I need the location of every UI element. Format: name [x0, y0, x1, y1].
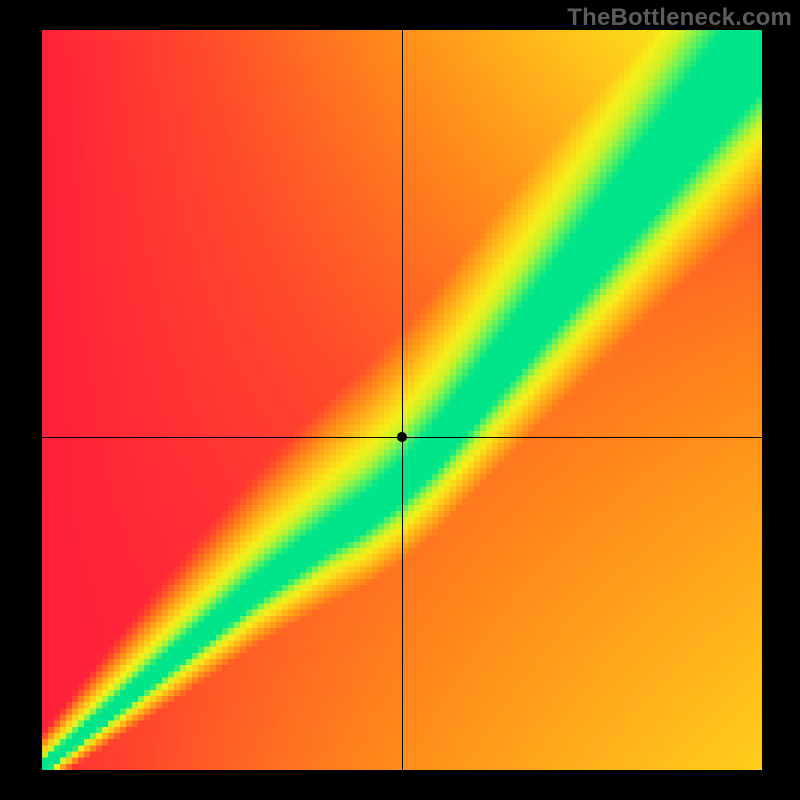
watermark-text: TheBottleneck.com — [567, 0, 800, 32]
chart-container: TheBottleneck.com — [0, 0, 800, 800]
heatmap-plot-area — [42, 30, 762, 770]
heatmap-canvas — [42, 30, 762, 770]
